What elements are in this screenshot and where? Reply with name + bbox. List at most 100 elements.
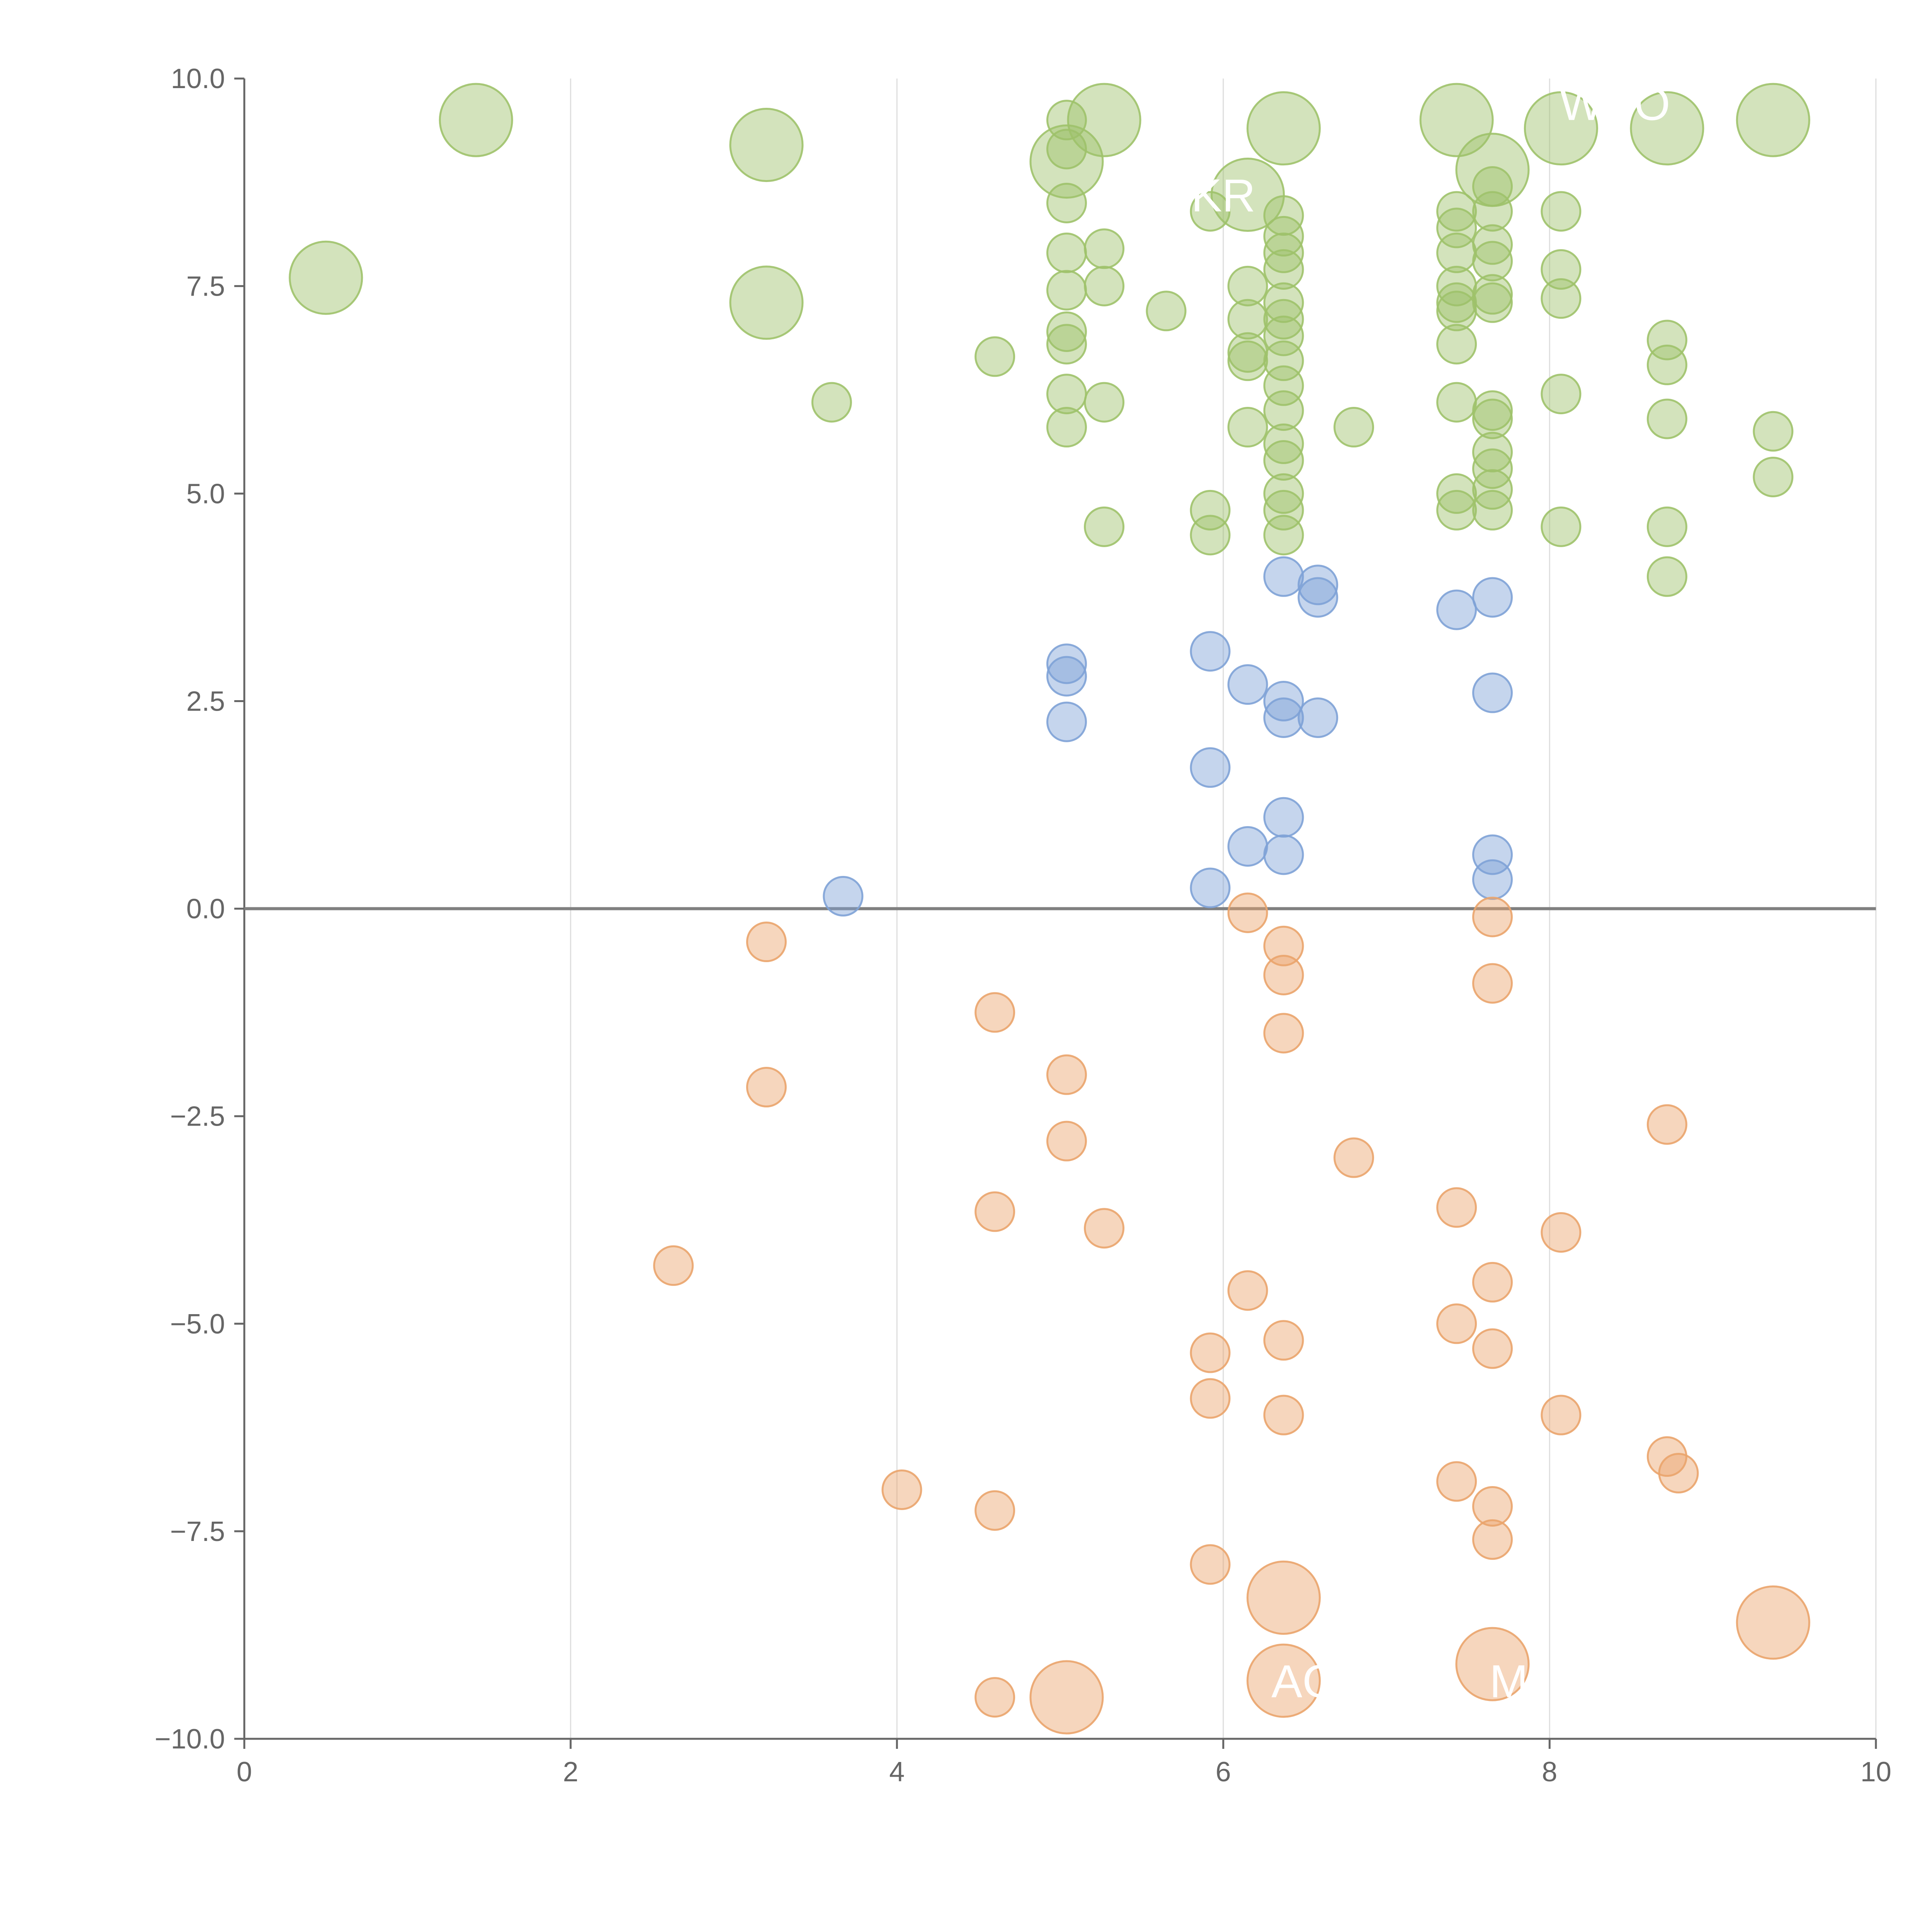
data-point-negative [1246,1560,1321,1635]
data-point-high [1436,473,1477,514]
data-point-negative [881,1469,922,1510]
y-tick-label: 7.5 [186,271,225,302]
data-point-high [1736,83,1810,157]
data-point-high [1046,129,1087,170]
y-tick-label: −7.5 [170,1516,225,1547]
data-point-high [1046,311,1087,352]
data-point-high [1263,515,1304,556]
data-point-high [1263,282,1304,323]
y-tick-label: −5.0 [170,1309,225,1340]
data-point-high [1630,91,1704,166]
data-point-mid [1046,701,1087,742]
data-point-high [1227,407,1268,448]
data-point-mid [1298,697,1338,738]
data-point-high [1646,506,1687,547]
data-point-high [1753,456,1794,497]
data-point-high [1646,320,1687,361]
data-point-high [1227,265,1268,306]
data-point-high [1541,278,1582,319]
data-point-high [1190,515,1231,556]
data-point-high [1246,91,1321,166]
data-point-high [1472,448,1513,489]
data-point-mid [1046,643,1087,684]
data-point-negative [1472,1486,1513,1527]
data-point-negative [746,922,787,963]
data-point-high [1436,382,1477,423]
data-point-high [1472,490,1513,531]
data-point-negative [1263,1320,1304,1361]
data-point-negative [1472,1328,1513,1369]
data-point-mid [1263,834,1304,875]
data-point-high [1263,299,1304,340]
data-point-high [1472,166,1513,207]
data-point-negative [1263,1013,1304,1054]
y-tick-label: −2.5 [170,1101,225,1132]
data-point-high [1472,469,1513,510]
data-point-high [1084,265,1125,306]
data-point-high [975,336,1015,377]
data-point-high [1472,191,1513,232]
data-point-high [1046,407,1087,448]
data-point-negative [1472,963,1513,1004]
data-point-high [1263,232,1304,273]
y-tick-label: 2.5 [186,686,225,717]
data-point-high [289,240,363,315]
x-tick-label: 8 [1542,1757,1557,1787]
data-point-high [1263,473,1304,514]
x-tick-label: 2 [563,1757,578,1787]
data-point-high [1263,340,1304,381]
data-point-high [1263,390,1304,431]
data-point-negative [1436,1303,1477,1344]
data-point-high [1263,216,1304,257]
data-point-high [1472,241,1513,282]
data-point-high [1084,382,1125,423]
data-point-mid [1472,834,1513,875]
x-tick-label: 6 [1216,1757,1231,1787]
data-point-high [1541,374,1582,415]
data-point-negative [746,1067,787,1108]
y-tick-label: 0.0 [186,894,225,925]
point-label: AG [1271,1656,1338,1708]
data-point-mid [1190,631,1231,672]
data-point-negative [1472,1519,1513,1560]
data-point-mid [1436,589,1477,630]
data-point-high [1472,390,1513,431]
data-point-mid [1263,697,1304,738]
data-point-high [1029,124,1104,199]
data-point-negative [1436,1461,1477,1502]
data-point-high [1524,91,1598,166]
x-tick-label: 4 [889,1757,905,1787]
data-point-mid [1190,747,1231,788]
data-point-mid [1263,681,1304,722]
data-point-high [1067,83,1141,157]
data-point-high [1436,324,1477,365]
data-point-negative [1029,1660,1104,1735]
data-point-negative [1263,925,1304,966]
labels-layer: KR WSO AG M [1191,78,1670,1708]
point-label: KR [1191,170,1255,221]
data-point-high [1263,249,1304,290]
data-point-negative [1046,1121,1087,1162]
data-point-high [1472,398,1513,439]
data-point-negative [1436,1187,1477,1228]
data-point-high [1084,228,1125,269]
data-point-high [1146,291,1187,332]
data-point-high [1263,195,1304,236]
data-point-mid [1472,672,1513,713]
data-point-negative [1046,1054,1087,1095]
data-point-high [1436,207,1477,248]
data-point-negative [1263,954,1304,995]
y-tick-label: 10.0 [171,63,225,94]
data-point-high [811,382,852,423]
data-point-high [1472,224,1513,265]
x-tick-label: 0 [236,1757,252,1787]
data-point-mid [1046,656,1087,697]
axes-layer: 0 2 4 6 8 10 10.0 7.5 5.0 2.5 0.0 −2.5 −5.0 −7.5 −10.0 [155,63,1891,1787]
data-point-high [1436,490,1477,531]
data-point-high [1190,191,1231,232]
data-point-high [1211,157,1285,232]
y-tick-label: 5.0 [186,478,225,509]
data-point-high [729,108,804,182]
data-point-negative [653,1245,694,1286]
